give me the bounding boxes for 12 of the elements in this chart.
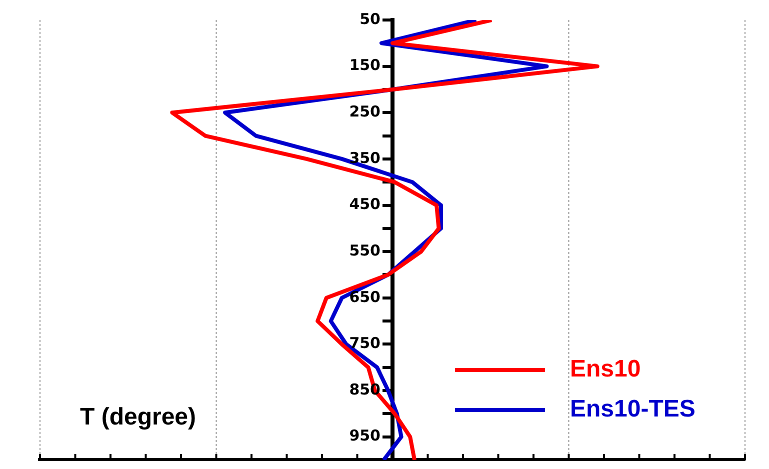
legend-label: Ens10 (570, 356, 641, 383)
y-tick-label: 250 (349, 102, 380, 121)
x-axis-title: T (degree) (80, 404, 196, 431)
y-tick-label: 750 (349, 334, 380, 352)
legend-label: Ens10-TES (570, 396, 696, 423)
y-tick-label: 150 (349, 56, 380, 74)
y-tick-label: 450 (349, 195, 380, 214)
y-tick-label: 350 (349, 148, 380, 167)
y-tick-label: 650 (349, 288, 380, 306)
y-tick-label: 50 (360, 10, 380, 28)
y-tick-label: 950 (349, 426, 380, 445)
y-tick-label: 550 (349, 241, 380, 260)
